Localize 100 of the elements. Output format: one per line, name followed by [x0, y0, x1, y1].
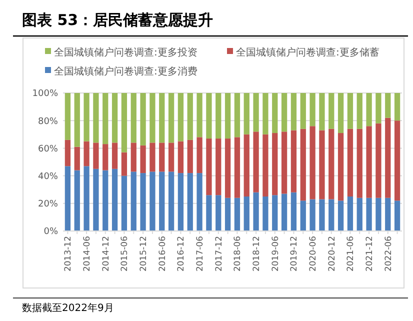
bar — [253, 192, 259, 231]
bar — [206, 93, 212, 139]
x-tick-label: 2017-12 — [214, 236, 224, 272]
bar — [253, 93, 259, 132]
bar — [300, 128, 306, 201]
bar — [159, 172, 165, 231]
bar — [159, 142, 165, 172]
bar — [224, 198, 231, 231]
bar — [281, 194, 288, 231]
bar — [319, 93, 325, 130]
bar — [328, 128, 334, 200]
x-tick-label: 2016-12 — [176, 236, 187, 272]
bar — [206, 195, 212, 231]
bar — [140, 173, 146, 231]
bar — [310, 93, 316, 126]
x-tick-label: 2021-12 — [365, 236, 376, 272]
bar — [290, 93, 297, 130]
x-tick-label: 2016-06 — [158, 236, 168, 272]
x-tick-label: 2017-06 — [196, 236, 206, 272]
x-tick-label: 2019-06 — [270, 236, 281, 272]
x-tick-label: 2020-12 — [327, 236, 338, 272]
bar — [84, 141, 90, 166]
bar — [338, 93, 344, 134]
bar — [310, 126, 316, 200]
bar — [168, 172, 174, 231]
bar — [187, 173, 193, 231]
bar — [300, 200, 306, 231]
bar — [347, 128, 354, 196]
bar — [64, 140, 71, 166]
bar — [338, 133, 344, 201]
bar — [272, 93, 278, 134]
bar — [216, 93, 222, 139]
legend-label: 全国城镇储户问卷调查:更多消费 — [54, 66, 198, 78]
text: 数据截至2022年9月 — [22, 302, 114, 314]
bar — [319, 130, 325, 200]
y-tick-label: 20% — [38, 200, 58, 210]
bar — [234, 198, 240, 231]
x-tick-label: 2014-06 — [82, 236, 93, 272]
bar — [244, 93, 250, 134]
bar — [112, 168, 118, 231]
bar — [356, 198, 362, 231]
bar — [376, 93, 382, 124]
bar — [112, 93, 118, 143]
legend-label: 全国城镇储户问卷调查:更多储蓄 — [236, 46, 380, 58]
bar — [64, 93, 71, 140]
bar — [102, 93, 108, 144]
bar — [272, 195, 278, 231]
bar — [366, 126, 372, 198]
bar — [64, 166, 71, 231]
bar — [385, 198, 391, 231]
bar — [187, 140, 193, 174]
bar — [356, 128, 362, 198]
legend-label: 全国城镇储户问卷调查:更多投资 — [54, 46, 198, 58]
bar — [140, 93, 146, 146]
bar — [130, 142, 136, 172]
bar — [150, 172, 156, 231]
bar — [216, 195, 222, 231]
bar — [394, 93, 400, 121]
bar — [347, 196, 354, 231]
chart-title: 图表 53：居民储蓄意愿提升 — [22, 11, 214, 29]
x-tick-label: 2022-06 — [384, 236, 394, 272]
bar — [385, 118, 391, 198]
bar — [262, 134, 268, 196]
x-tick-label: 2018-06 — [233, 236, 244, 272]
bar — [376, 198, 382, 231]
bar — [281, 93, 288, 132]
bar — [328, 93, 334, 129]
bar — [253, 132, 259, 192]
bar — [93, 142, 99, 169]
bar — [262, 196, 268, 231]
x-tick-label: 2021-06 — [346, 236, 356, 272]
bar — [356, 93, 362, 129]
bar — [310, 199, 316, 231]
bar — [290, 130, 297, 192]
bar — [150, 142, 156, 172]
bar — [234, 93, 240, 138]
y-tick-label: 40% — [38, 172, 58, 182]
bar — [224, 138, 231, 198]
y-tick-label: 100% — [32, 89, 58, 100]
bar — [338, 200, 344, 231]
y-tick-label: 0% — [44, 227, 58, 238]
bar — [74, 170, 80, 231]
bar — [121, 176, 128, 231]
bar — [196, 173, 202, 231]
bar — [112, 142, 118, 169]
bar — [140, 145, 146, 174]
bar — [121, 152, 128, 176]
bar — [130, 93, 136, 143]
bar — [168, 93, 174, 143]
bar — [394, 120, 400, 201]
bar — [178, 93, 184, 142]
x-tick-label: 2018-12 — [252, 236, 262, 272]
bar — [196, 137, 202, 174]
bar — [262, 93, 268, 134]
bar — [150, 93, 156, 143]
x-tick-label: 2013-12 — [64, 236, 74, 272]
y-tick-label: 80% — [38, 116, 58, 127]
bar — [159, 93, 165, 143]
bar — [74, 146, 80, 170]
bar — [347, 93, 354, 129]
